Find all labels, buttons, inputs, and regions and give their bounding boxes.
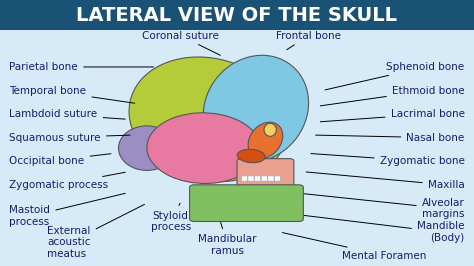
Text: Zygomatic bone: Zygomatic bone	[311, 153, 465, 166]
Text: Squamous suture: Squamous suture	[9, 133, 130, 143]
Ellipse shape	[129, 57, 288, 182]
Text: Coronal suture: Coronal suture	[142, 31, 220, 55]
Ellipse shape	[248, 122, 283, 159]
Text: Mandibular
ramus: Mandibular ramus	[198, 216, 257, 256]
Text: Temporal bone: Temporal bone	[9, 86, 135, 103]
FancyBboxPatch shape	[190, 185, 303, 222]
Text: Parietal bone: Parietal bone	[9, 62, 154, 72]
Text: Occipital bone: Occipital bone	[9, 154, 111, 166]
Text: Mandible
(Body): Mandible (Body)	[292, 214, 465, 243]
FancyBboxPatch shape	[248, 176, 254, 181]
Text: Lacrimal bone: Lacrimal bone	[320, 109, 465, 122]
FancyBboxPatch shape	[274, 176, 281, 181]
Text: Lambdoid suture: Lambdoid suture	[9, 109, 125, 119]
Text: Frontal bone: Frontal bone	[276, 31, 341, 50]
Ellipse shape	[203, 55, 309, 163]
Ellipse shape	[264, 123, 276, 136]
Text: Nasal bone: Nasal bone	[316, 133, 465, 143]
FancyBboxPatch shape	[268, 176, 274, 181]
Text: Ethmoid bone: Ethmoid bone	[320, 86, 465, 106]
Text: Styloid
process: Styloid process	[151, 203, 191, 232]
Text: Alveolar
margins: Alveolar margins	[297, 193, 465, 219]
FancyBboxPatch shape	[0, 0, 474, 30]
Text: LATERAL VIEW OF THE SKULL: LATERAL VIEW OF THE SKULL	[76, 6, 398, 25]
Ellipse shape	[118, 126, 175, 171]
Text: Maxilla: Maxilla	[306, 172, 465, 190]
Text: Mastoid
process: Mastoid process	[9, 193, 125, 227]
FancyBboxPatch shape	[261, 176, 267, 181]
Ellipse shape	[147, 113, 261, 184]
Text: Zygomatic process: Zygomatic process	[9, 172, 125, 190]
FancyBboxPatch shape	[255, 176, 261, 181]
FancyBboxPatch shape	[241, 176, 247, 181]
FancyBboxPatch shape	[237, 159, 294, 195]
Text: Sphenoid bone: Sphenoid bone	[325, 62, 465, 90]
Text: Mental Foramen: Mental Foramen	[283, 232, 427, 260]
Text: External
acoustic
meatus: External acoustic meatus	[47, 204, 145, 259]
Ellipse shape	[237, 149, 265, 163]
